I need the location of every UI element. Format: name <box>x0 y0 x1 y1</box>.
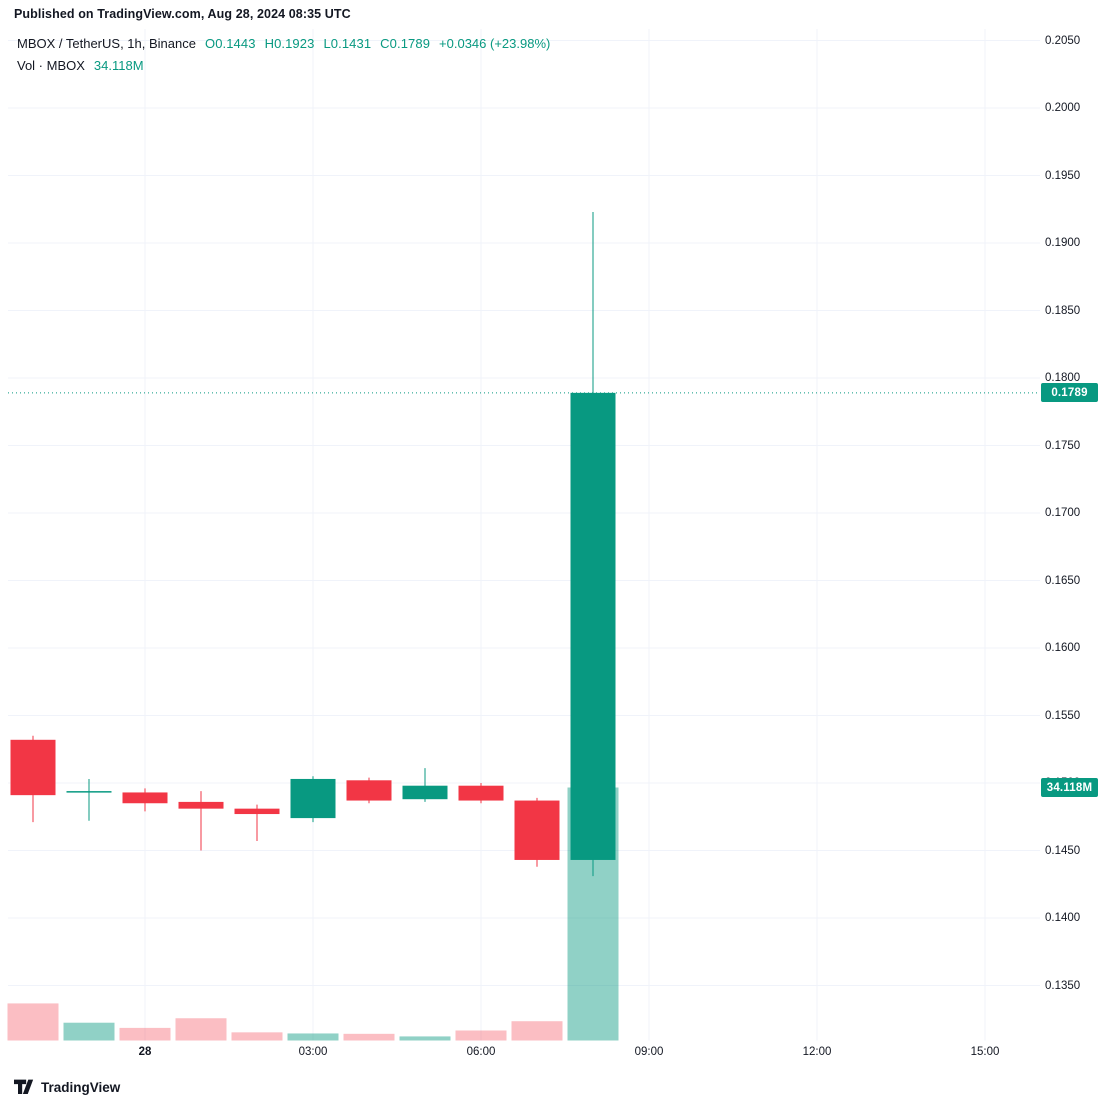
price-change: +0.0346 (+23.98%) <box>439 36 551 51</box>
price-axis-label: 0.2050 <box>1045 34 1081 47</box>
price-axis-label: 0.1900 <box>1045 237 1081 249</box>
price-axis-label: 0.1950 <box>1045 169 1081 182</box>
symbol-title[interactable]: MBOX / TetherUS, 1h, Binance <box>17 36 196 51</box>
footer-brand[interactable]: TradingView <box>14 1079 120 1095</box>
price-axis-label: 0.1800 <box>1045 372 1081 384</box>
last-price-badge: 0.1789 <box>1041 383 1098 403</box>
time-axis-label: 12:00 <box>802 1046 832 1058</box>
price-axis-label: 0.1550 <box>1045 709 1081 722</box>
price-axis-label: 0.1450 <box>1045 844 1081 857</box>
price-axis-label: 0.1850 <box>1045 304 1081 317</box>
low-label: L <box>323 36 331 51</box>
ohlc-open: O0.1443 <box>205 33 256 55</box>
tradingview-brand-text: TradingView <box>41 1079 121 1095</box>
price-axis-label: 0.1700 <box>1045 507 1081 519</box>
published-text: Published on TradingView.com, Aug 28, 20… <box>14 7 351 21</box>
price-axis-label: 0.1350 <box>1045 979 1081 992</box>
ohlc-close: C0.1789 <box>380 33 430 55</box>
high-label: H <box>264 36 275 51</box>
price-axis-label: 0.1750 <box>1045 439 1081 452</box>
close-value: 0.1789 <box>389 36 431 51</box>
legend-volume-row: Vol · MBOX 34.118M <box>17 55 550 77</box>
ohlc-high: H0.1923 <box>265 33 315 55</box>
price-axis-label: 0.1650 <box>1045 574 1081 587</box>
open-value: 0.1443 <box>215 36 256 51</box>
time-axis-label: 03:00 <box>298 1046 328 1058</box>
volume-value: 34.118M <box>93 58 144 73</box>
time-axis-label: 28 <box>138 1046 152 1058</box>
published-banner: Published on TradingView.com, Aug 28, 20… <box>0 0 1112 28</box>
close-label: C <box>380 36 390 51</box>
tradingview-logo-icon <box>14 1079 34 1094</box>
legend-ohlc-row: MBOX / TetherUS, 1h, Binance O0.1443 H0.… <box>17 33 550 55</box>
volume-label: Vol · MBOX <box>17 58 85 73</box>
open-label: O <box>204 36 216 51</box>
volume-badge: 34.118M <box>1041 778 1098 797</box>
chart-legend: MBOX / TetherUS, 1h, Binance O0.1443 H0.… <box>17 33 550 77</box>
high-value: 0.1923 <box>274 36 315 51</box>
low-value: 0.1431 <box>330 36 372 51</box>
time-axis-label: 15:00 <box>970 1046 1000 1058</box>
ohlc-low: L0.1431 <box>323 33 371 55</box>
price-axis-label: 0.1600 <box>1045 642 1081 654</box>
price-axis-label: 0.1400 <box>1045 912 1081 924</box>
time-axis-label: 06:00 <box>466 1046 496 1058</box>
price-axis-label: 0.2000 <box>1045 102 1081 114</box>
time-axis-label: 09:00 <box>634 1046 664 1058</box>
